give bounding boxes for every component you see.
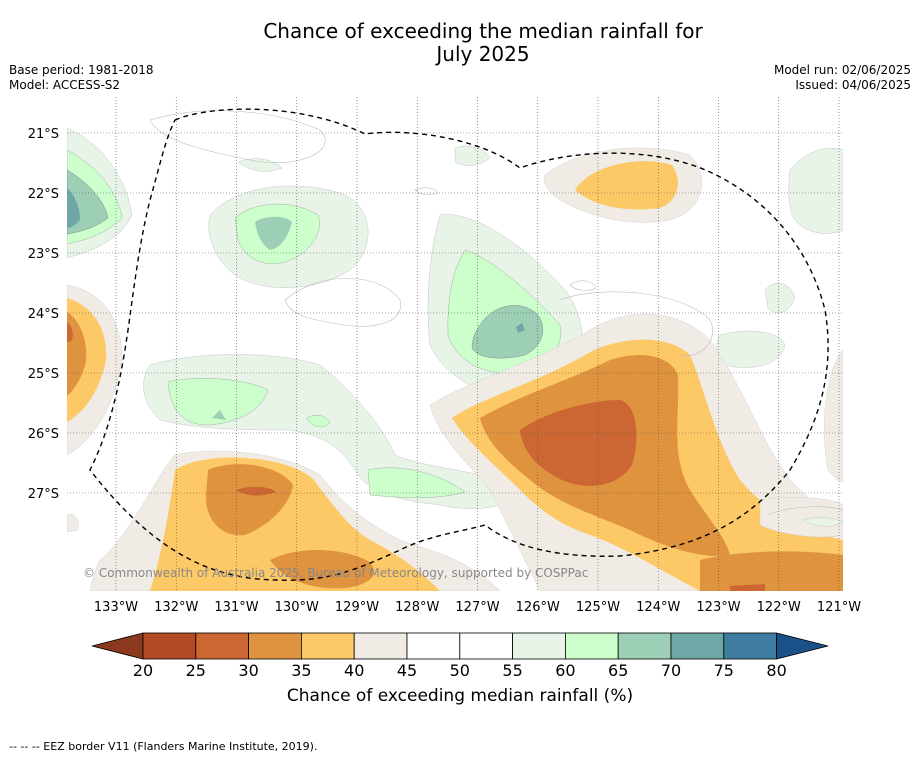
colorbar-tick-label: 35 — [291, 661, 311, 680]
colorbar-segment — [300, 632, 355, 660]
wet-region-130w-60 — [167, 378, 269, 426]
lat-tick-label: 26°S — [28, 427, 59, 442]
base-period-label: Base period: 1981-2018 — [9, 63, 154, 77]
lon-tick-label: 126°W — [516, 600, 560, 615]
colorbar-tick-label: 70 — [661, 661, 681, 680]
colorbar-segment — [248, 632, 302, 660]
lat-tick-label: 21°S — [28, 127, 59, 142]
lat-tick-label: 24°S — [28, 307, 59, 322]
colorbar-tick-labels: 20 25 30 35 40 45 50 55 60 65 70 75 80 — [133, 661, 787, 680]
colorbar-segment — [353, 632, 408, 660]
colorbar-segment — [459, 632, 513, 660]
colorbar-segment — [565, 632, 619, 660]
colorbar-tick-label: 45 — [397, 661, 417, 680]
lat-tick-label: 23°S — [28, 247, 59, 262]
colorbar-tick-label: 30 — [238, 661, 258, 680]
lon-tick-label: 123°W — [696, 600, 740, 615]
contour-lines — [149, 110, 843, 516]
lon-tick-label: 132°W — [154, 600, 198, 615]
issued-label: Issued: 04/06/2025 — [795, 78, 911, 92]
model-label: Model: ACCESS-S2 — [9, 78, 121, 92]
model-run-label: Model run: 02/06/2025 — [773, 63, 911, 77]
lon-tick-label: 130°W — [275, 600, 319, 615]
colorbar-segment — [142, 632, 197, 660]
colorbar-tick-label: 25 — [186, 661, 206, 680]
dry-region-124w-35 — [575, 161, 678, 210]
longitude-tick-labels: 133°W 132°W 131°W 130°W 129°W 128°W 127°W 126°W… — [94, 600, 861, 615]
colorbar-over-arrow — [776, 632, 829, 660]
wet-region-131w-65 — [255, 216, 292, 250]
lon-tick-label: 133°W — [94, 600, 138, 615]
lat-tick-label: 27°S — [28, 487, 59, 502]
eez-border — [89, 108, 829, 581]
gridlines — [67, 97, 843, 591]
wet-region-west-70 — [67, 188, 80, 228]
colorbar-tick-label: 55 — [502, 661, 522, 680]
map-title-line2: July 2025 — [436, 42, 530, 66]
colorbar — [91, 632, 829, 660]
dry-region-central-25 — [520, 400, 637, 486]
rainfall-probability-field — [67, 97, 843, 591]
colorbar-tick-label: 75 — [714, 661, 734, 680]
colorbar-under-arrow — [91, 632, 144, 660]
map-title-line1: Chance of exceeding the median rainfall … — [263, 19, 703, 43]
lat-tick-label: 25°S — [28, 367, 59, 382]
colorbar-segment — [723, 632, 777, 660]
dry-region-southwest-30 — [205, 464, 293, 536]
lon-tick-label: 122°W — [757, 600, 801, 615]
colorbar-title: Chance of exceeding median rainfall (%) — [286, 686, 634, 706]
copyright-text: © Commonwealth of Australia 2025, Bureau… — [83, 566, 588, 580]
lon-tick-label: 131°W — [214, 600, 258, 615]
colorbar-tick-label: 20 — [133, 661, 153, 680]
lon-tick-label: 128°W — [395, 600, 439, 615]
latitude-tick-labels: 21°S 22°S 23°S 24°S 25°S 26°S 27°S — [28, 127, 59, 502]
colorbar-segment — [670, 632, 725, 660]
wet-region-126w-65 — [471, 305, 544, 359]
colorbar-segment — [406, 632, 461, 660]
colorbar-tick-label: 40 — [344, 661, 364, 680]
eez-footnote: -- -- -- EEZ border V11 (Flanders Marine… — [9, 740, 318, 753]
colorbar-tick-label: 80 — [766, 661, 786, 680]
colorbar-segment — [617, 632, 672, 660]
lat-tick-label: 22°S — [28, 187, 59, 202]
colorbar-tick-label: 60 — [555, 661, 575, 680]
lon-tick-label: 127°W — [455, 600, 499, 615]
colorbar-segment — [512, 632, 566, 660]
dry-region-west-25 — [67, 322, 73, 342]
lon-tick-label: 121°W — [817, 600, 861, 615]
lon-tick-label: 124°W — [636, 600, 680, 615]
colorbar-tick-label: 50 — [450, 661, 470, 680]
colorbar-segment — [195, 632, 250, 660]
colorbar-tick-label: 65 — [608, 661, 628, 680]
lon-tick-label: 129°W — [335, 600, 379, 615]
lon-tick-label: 125°W — [576, 600, 620, 615]
